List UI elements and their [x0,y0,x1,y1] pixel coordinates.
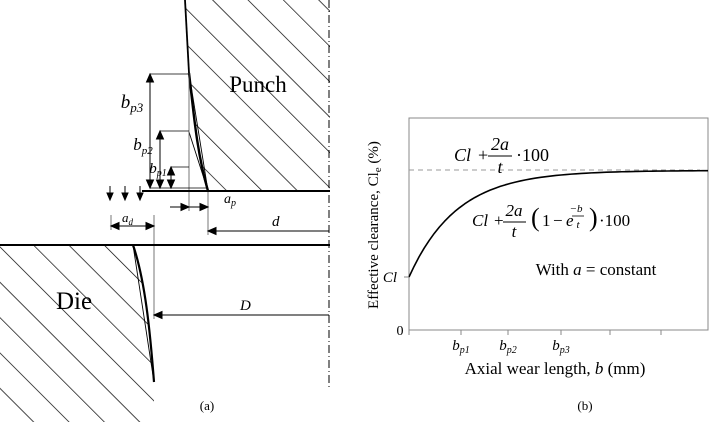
svg-text:): ) [589,203,598,232]
svg-text:0: 0 [397,324,404,339]
svg-text:−b: −b [570,203,583,215]
svg-text:With a = constant: With a = constant [536,260,657,279]
svg-text:bp1: bp1 [149,161,167,179]
svg-text:Cl: Cl [383,270,397,286]
svg-text:Die: Die [56,288,92,315]
svg-text:−: − [553,211,563,230]
svg-text:Punch: Punch [229,72,287,97]
svg-text:·100: ·100 [599,211,630,230]
svg-text:(b): (b) [577,398,592,413]
svg-text:Cl: Cl [472,211,488,230]
svg-text:bp3: bp3 [552,338,570,356]
svg-text:ap: ap [224,192,236,209]
svg-text:Axial wear length, b (mm): Axial wear length, b (mm) [465,359,646,378]
svg-text:·100: ·100 [516,145,549,165]
svg-text:Cl: Cl [454,145,471,165]
svg-text:(: ( [531,203,540,232]
svg-text:2a: 2a [506,201,523,220]
svg-text:+: + [494,211,504,230]
svg-text:Effective clearance, Cle (%): Effective clearance, Cle (%) [366,141,384,309]
svg-text:bp2: bp2 [499,338,517,356]
svg-text:bp1: bp1 [452,338,470,356]
svg-text:bp3: bp3 [121,92,144,115]
svg-text:+: + [478,145,488,165]
svg-text:t: t [576,219,580,231]
svg-text:t: t [497,157,503,177]
svg-text:1: 1 [542,211,551,230]
svg-text:d: d [272,214,280,230]
svg-text:t: t [512,222,518,241]
svg-text:D: D [239,298,251,314]
svg-text:(a): (a) [200,398,214,413]
svg-text:ad: ad [122,210,134,227]
svg-text:2a: 2a [491,134,509,154]
